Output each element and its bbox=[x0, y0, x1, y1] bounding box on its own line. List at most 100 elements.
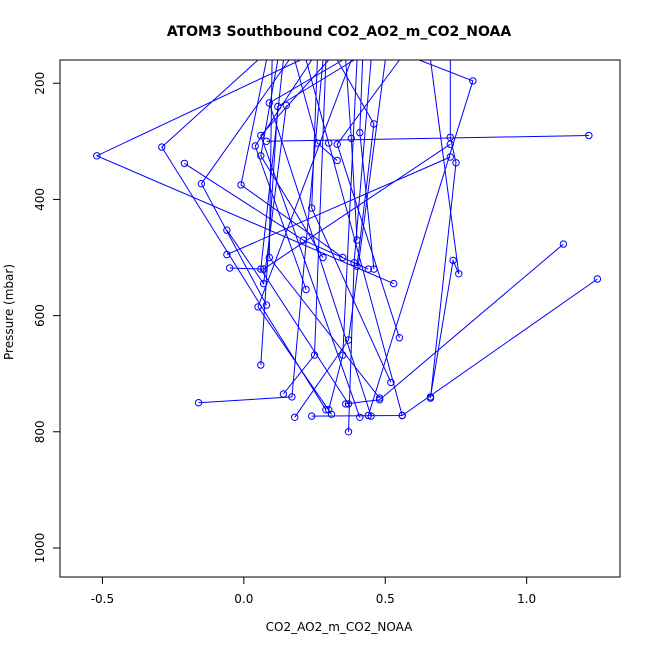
data-point-22-2 bbox=[333, 140, 341, 148]
data-point-23-3 bbox=[353, 236, 361, 244]
data-point-14-2 bbox=[197, 180, 206, 188]
data-point-3-2 bbox=[288, 393, 296, 401]
data-point-16-2 bbox=[257, 152, 265, 160]
data-point-9-2 bbox=[254, 303, 262, 311]
x-tick-label: 1.0 bbox=[517, 592, 536, 606]
x-tick-label: -0.5 bbox=[91, 592, 114, 606]
data-point-3-3 bbox=[194, 399, 203, 407]
profile-line-28 bbox=[184, 162, 369, 270]
x-tick-label: 0.0 bbox=[234, 592, 253, 606]
profile-line-5 bbox=[367, 60, 474, 416]
data-point-14-3 bbox=[262, 301, 271, 309]
data-point-25-3 bbox=[452, 159, 460, 167]
data-point-32-2 bbox=[259, 265, 268, 273]
data-point-13-3 bbox=[291, 413, 299, 421]
data-point-30-1 bbox=[559, 240, 568, 248]
data-point-27-2 bbox=[310, 351, 319, 359]
plot-frame bbox=[59, 59, 621, 578]
y-tick-label: 600 bbox=[33, 304, 47, 327]
data-point-5-2 bbox=[469, 77, 477, 85]
profile-line-10 bbox=[305, 60, 403, 416]
profile-line-8 bbox=[268, 60, 380, 399]
profile-line-29 bbox=[311, 278, 598, 417]
x-axis: -0.5 0.0 0.5 1.0 bbox=[91, 577, 536, 606]
chart-title: ATOM3 Southbound CO2_AO2_m_CO2_NOAA bbox=[167, 24, 512, 40]
profile-line-31 bbox=[266, 135, 589, 142]
y-tick-label: 200 bbox=[33, 72, 47, 95]
data-point-30-3 bbox=[342, 400, 350, 408]
data-point-32-1 bbox=[226, 264, 234, 272]
data-point-33-3 bbox=[282, 101, 290, 110]
data-point-15-2 bbox=[251, 142, 259, 150]
data-point-28-3 bbox=[364, 265, 372, 273]
data-point-19-3 bbox=[333, 156, 341, 165]
profile-line-13 bbox=[294, 60, 386, 418]
data-point-24-2 bbox=[455, 270, 463, 278]
data-point-28-1 bbox=[180, 159, 189, 168]
data-point-33-1 bbox=[223, 226, 231, 234]
profile-line-12 bbox=[268, 60, 372, 417]
profile-line-34 bbox=[226, 156, 451, 256]
profile-line-21 bbox=[359, 60, 375, 270]
profile-line-24 bbox=[430, 60, 460, 397]
profile-line-25 bbox=[430, 60, 457, 399]
data-point-20-2 bbox=[370, 120, 378, 128]
profile-line-23 bbox=[345, 60, 358, 241]
y-tick-label: 800 bbox=[33, 420, 47, 443]
data-point-16-3 bbox=[319, 253, 327, 262]
data-point-21-2 bbox=[356, 128, 364, 137]
data-point-34-1 bbox=[223, 250, 231, 259]
data-point-29-2 bbox=[398, 411, 406, 420]
data-point-32-3 bbox=[446, 140, 454, 148]
data-point-11-3 bbox=[356, 413, 364, 421]
data-point-30-2 bbox=[375, 396, 384, 404]
data-point-27-3 bbox=[279, 390, 288, 398]
data-point-31-2 bbox=[262, 137, 271, 146]
profile-line-22 bbox=[336, 60, 400, 338]
data-point-26-2 bbox=[274, 102, 282, 111]
data-point-9-3 bbox=[327, 410, 336, 418]
data-point-17-3 bbox=[339, 253, 347, 262]
data-point-1-2 bbox=[93, 152, 101, 160]
data-point-26-3 bbox=[257, 361, 265, 369]
y-axis: 200 400 600 800 1000 bbox=[33, 72, 60, 563]
y-axis-label: Pressure (mbar) bbox=[2, 264, 16, 360]
data-point-29-3 bbox=[308, 412, 316, 420]
data-point-34-2 bbox=[446, 153, 454, 161]
data-point-8-2 bbox=[265, 253, 273, 262]
data-point-18-3 bbox=[387, 378, 395, 387]
profile-line-30 bbox=[345, 243, 564, 405]
data-point-29-1 bbox=[593, 275, 602, 283]
data-point-18-2 bbox=[308, 204, 316, 212]
data-point-33-2 bbox=[259, 279, 268, 288]
data-point-2-2 bbox=[158, 143, 166, 151]
data-point-7-3 bbox=[344, 400, 353, 408]
data-point-13-2 bbox=[344, 336, 353, 344]
profile-line-14 bbox=[200, 60, 290, 306]
profile-line-11 bbox=[260, 60, 361, 418]
profile-line-27 bbox=[283, 60, 327, 395]
data-point-20-3 bbox=[353, 262, 361, 270]
profile-line-17 bbox=[240, 60, 344, 258]
profile-line-32 bbox=[229, 143, 451, 270]
data-point-17-2 bbox=[237, 181, 245, 189]
data-point-1-3 bbox=[390, 279, 398, 288]
profile-line-20 bbox=[336, 60, 375, 267]
y-tick-label: 400 bbox=[33, 188, 47, 211]
x-tick-label: 0.5 bbox=[376, 592, 395, 606]
profile-line-33 bbox=[226, 105, 287, 285]
profile-line-19 bbox=[294, 60, 338, 161]
data-point-31-1 bbox=[585, 131, 593, 140]
x-axis-label: CO2_AO2_m_CO2_NOAA bbox=[266, 620, 413, 634]
profile-line-2 bbox=[161, 60, 327, 410]
profile-line-18 bbox=[311, 60, 392, 383]
data-point-23-2 bbox=[347, 134, 355, 143]
series-layer bbox=[93, 60, 602, 436]
data-point-15-3 bbox=[302, 285, 310, 294]
profile-line-26 bbox=[260, 60, 355, 366]
data-point-22-3 bbox=[395, 334, 404, 342]
profile-line-1 bbox=[95, 60, 394, 285]
profile-line-15 bbox=[254, 60, 313, 290]
